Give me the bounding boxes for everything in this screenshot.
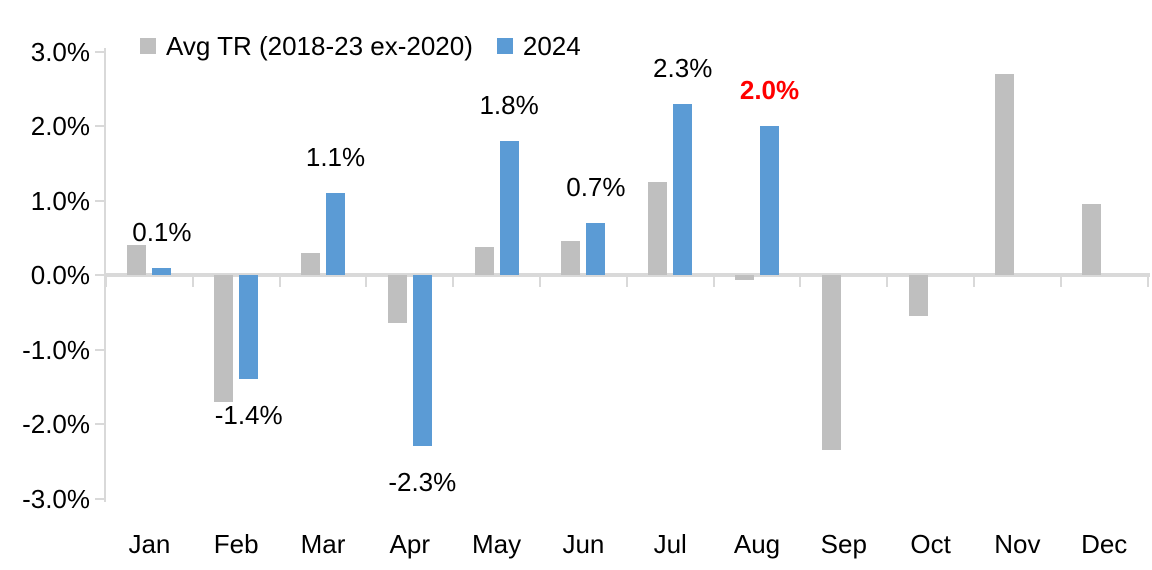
data-label-apr: -2.3% [388, 467, 457, 498]
x-axis-label-nov: Nov [994, 529, 1041, 559]
x-axis-tick [452, 275, 455, 287]
x-axis-tick [1059, 275, 1062, 287]
y-axis-tick [95, 423, 106, 425]
bar-avg-tr-nov [995, 73, 1015, 275]
y-axis-label--3.0%: -3.0% [22, 483, 90, 514]
legend-item-2024: 2024 [496, 31, 581, 61]
legend-label-2024: 2024 [522, 31, 581, 61]
data-label-jul: 2.3% [653, 52, 713, 83]
x-axis-tick [278, 275, 281, 287]
bar-avg-tr-jul [648, 181, 668, 275]
legend-label-avg-tr: Avg TR (2018-23 ex-2020) [166, 31, 473, 61]
bar-2024-jul [673, 103, 693, 275]
x-axis-tick [973, 275, 975, 287]
bar-2024-jun [586, 222, 606, 275]
data-label-mar: 1.1% [305, 142, 366, 173]
x-axis-line [106, 273, 1150, 277]
x-axis-tick [539, 275, 541, 287]
legend-item-avg-tr: Avg TR (2018-23 ex-2020) [140, 31, 473, 61]
x-axis-label-jun: Jun [562, 529, 605, 559]
data-label-jan: 0.1% [132, 216, 192, 247]
bar-2024-aug [760, 126, 779, 275]
bar-avg-tr-aug [735, 275, 754, 281]
x-axis-tick [712, 275, 715, 287]
bar-avg-tr-sep [821, 275, 841, 451]
x-axis-label-jan: Jan [128, 529, 171, 559]
x-axis-tick [105, 275, 107, 287]
bar-2024-mar [326, 193, 345, 275]
y-axis-tick [95, 125, 106, 127]
x-axis-label-mar: Mar [300, 529, 346, 559]
x-axis-tick [1146, 275, 1149, 287]
x-axis-label-jul: Jul [653, 529, 687, 559]
y-axis-tick [95, 50, 106, 53]
bar-avg-tr-mar [301, 252, 320, 275]
x-axis-label-oct: Oct [910, 529, 951, 559]
data-label-jun: 0.7% [566, 171, 626, 202]
y-axis-label-3.0%: 3.0% [30, 36, 90, 67]
bar-2024-apr [412, 275, 432, 447]
chart-legend: Avg TR (2018-23 ex-2020) 2024 [140, 31, 581, 61]
data-label-aug: 2.0% [739, 75, 800, 105]
bar-avg-tr-oct [908, 275, 928, 316]
bar-avg-tr-jan [127, 245, 147, 275]
x-axis-tick [886, 275, 889, 287]
y-axis-label--1.0%: -1.0% [22, 334, 90, 365]
x-axis-label-may: May [472, 529, 522, 559]
x-axis-tick [365, 275, 368, 287]
y-axis-tick [95, 274, 106, 276]
bar-avg-tr-apr [387, 275, 407, 324]
legend-swatch-2024 [496, 38, 513, 54]
x-axis-tick [625, 275, 628, 287]
bar-2024-jan [152, 267, 172, 275]
bar-avg-tr-may [474, 247, 494, 275]
data-label-feb: -1.4% [214, 400, 283, 431]
y-axis-label-2.0%: 2.0% [30, 111, 90, 141]
y-axis-label--2.0%: -2.0% [22, 409, 90, 439]
y-axis-tick [95, 497, 106, 500]
x-axis-tick [799, 275, 802, 287]
y-axis-tick [95, 199, 106, 202]
x-axis-label-feb: Feb [213, 529, 259, 559]
x-axis-label-apr: Apr [389, 529, 431, 559]
bar-2024-may [499, 140, 519, 275]
x-axis-label-dec: Dec [1081, 529, 1128, 559]
x-axis-tick [191, 275, 194, 287]
y-axis-label-1.0%: 1.0% [30, 185, 90, 216]
y-axis-tick [95, 348, 106, 351]
bar-avg-tr-jun [561, 241, 581, 275]
bar-avg-tr-feb [214, 275, 234, 402]
bar-avg-tr-dec [1082, 204, 1102, 275]
y-axis-label-0.0%: 0.0% [30, 260, 90, 290]
x-axis-label-sep: Sep [820, 529, 867, 559]
legend-swatch-avg-tr [140, 38, 156, 54]
x-axis-label-aug: Aug [733, 529, 781, 559]
bar-2024-feb [239, 275, 259, 380]
data-label-may: 1.8% [479, 89, 539, 120]
